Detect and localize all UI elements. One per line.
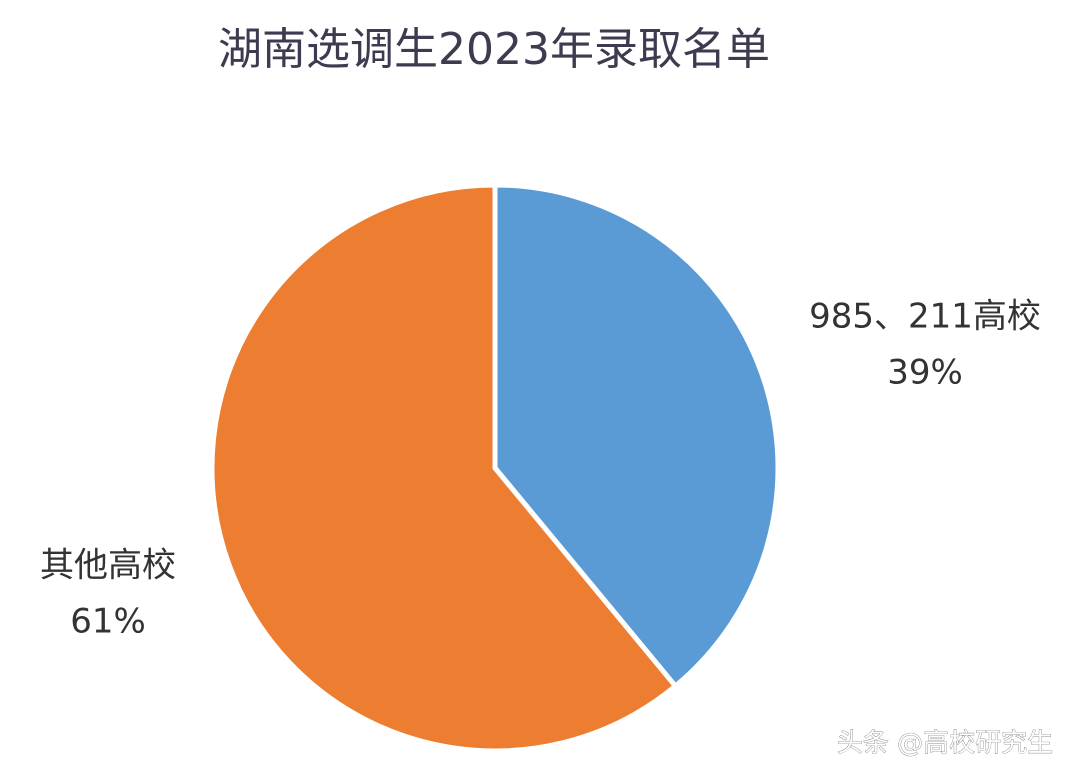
pie xyxy=(209,182,781,754)
slice-label: 其他高校 xyxy=(40,546,176,586)
pie-slice xyxy=(209,182,678,754)
pie-slice xyxy=(492,182,781,689)
slice-value-label: 61% xyxy=(70,602,146,642)
slice-label: 985、211高校 xyxy=(809,297,1041,337)
slice-value-label: 39% xyxy=(887,353,963,393)
chart-title: 湖南选调生2023年录取名单 xyxy=(218,24,770,75)
watermark: 头条 @高校研究生 xyxy=(837,729,1053,759)
